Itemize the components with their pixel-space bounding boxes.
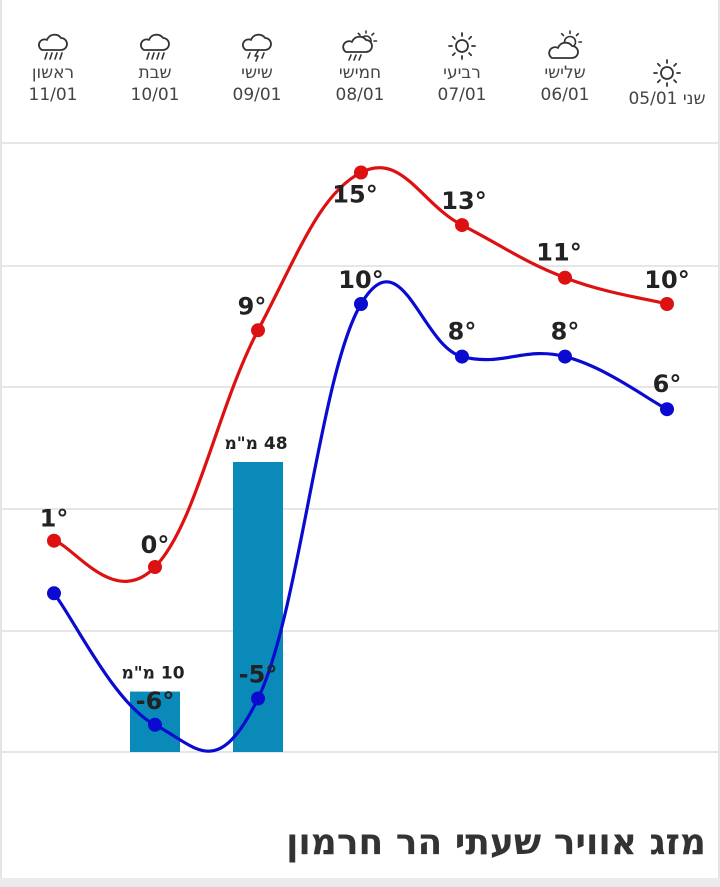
low-temp-point[interactable] xyxy=(148,717,162,732)
low-temp-label: 8° xyxy=(448,318,477,346)
high-temp-point[interactable] xyxy=(660,297,674,311)
rain-cloud-icon xyxy=(105,30,205,62)
low-temp-point[interactable] xyxy=(660,402,674,417)
precip-label: 48 מ"מ xyxy=(224,434,287,454)
sun-icon xyxy=(412,30,512,62)
day-sunday[interactable]: ראשון 11/01 xyxy=(3,30,103,106)
day-name: שלישי xyxy=(544,63,586,83)
high-temp-point[interactable] xyxy=(354,165,368,180)
day-name: שני xyxy=(682,89,706,109)
high-temp-label: 1° xyxy=(40,505,69,533)
day-name: שישי xyxy=(241,63,273,83)
precip-bar xyxy=(233,462,283,752)
high-temp-label: 15° xyxy=(332,181,377,209)
partly-cloudy-icon xyxy=(515,30,615,62)
high-temp-point[interactable] xyxy=(148,560,162,574)
high-temp-label: 11° xyxy=(536,239,581,267)
high-temp-point[interactable] xyxy=(455,218,469,233)
low-temp-point[interactable] xyxy=(354,297,368,311)
day-friday[interactable]: שישי 09/01 xyxy=(207,30,307,106)
day-date: 07/01 xyxy=(437,85,487,105)
day-monday[interactable]: שני 05/01 xyxy=(617,58,717,110)
high-temp-point[interactable] xyxy=(47,533,61,548)
day-saturday[interactable]: שבת 10/01 xyxy=(105,30,205,106)
temperature-chart: 10 מ"מ 48 מ"מ 1° 0° 9° 15° 13° 11° 10° -6° -5° 10° 8… xyxy=(2,142,718,753)
frame-right-border xyxy=(718,0,720,887)
day-name: ראשון xyxy=(31,63,75,83)
day-wednesday[interactable]: רביעי 07/01 xyxy=(412,30,512,106)
low-temp-label: -6° xyxy=(136,687,175,715)
day-date: 06/01 xyxy=(540,85,590,105)
high-temp-label: 10° xyxy=(644,266,689,294)
sun-rain-cloud-icon xyxy=(310,30,410,62)
day-date: 09/01 xyxy=(232,85,282,105)
low-temp-label: 10° xyxy=(338,266,383,294)
day-date: 05/01 xyxy=(628,89,678,109)
high-temp-label: 9° xyxy=(238,292,267,320)
low-temp-point[interactable] xyxy=(558,349,572,364)
low-temp-label: 6° xyxy=(653,370,682,398)
day-date: 08/01 xyxy=(335,85,385,105)
rain-cloud-icon xyxy=(3,30,103,62)
low-temp-point[interactable] xyxy=(47,586,61,601)
day-name: שבת xyxy=(138,63,172,83)
high-temp-label: 13° xyxy=(441,187,486,215)
day-thursday[interactable]: חמישי 08/01 xyxy=(310,30,410,106)
high-temp-label: 0° xyxy=(141,531,170,559)
sun-icon xyxy=(617,58,717,88)
low-temp-point[interactable] xyxy=(251,691,265,706)
page-title: מזג אוויר שעתי הר חרמון xyxy=(286,822,706,863)
day-name: חמישי xyxy=(338,63,382,83)
high-temp-line xyxy=(53,166,668,583)
precip-label: 10 מ"מ xyxy=(121,664,184,684)
day-date: 10/01 xyxy=(130,85,180,105)
forecast-header: שני 05/01 שלישי 06/01 רביעי 07/01 חמישי … xyxy=(0,0,720,130)
day-tuesday[interactable]: שלישי 06/01 xyxy=(515,30,615,106)
high-temp-point[interactable] xyxy=(251,323,265,338)
bottom-divider xyxy=(0,878,720,887)
low-temp-label: 8° xyxy=(551,318,580,346)
low-temp-point[interactable] xyxy=(455,349,469,364)
frame-left-border xyxy=(0,0,2,887)
high-temp-point[interactable] xyxy=(558,270,572,285)
day-date: 11/01 xyxy=(28,85,78,105)
low-temp-label: -5° xyxy=(239,661,278,689)
thunder-rain-icon xyxy=(207,30,307,62)
day-name: רביעי xyxy=(443,63,481,83)
